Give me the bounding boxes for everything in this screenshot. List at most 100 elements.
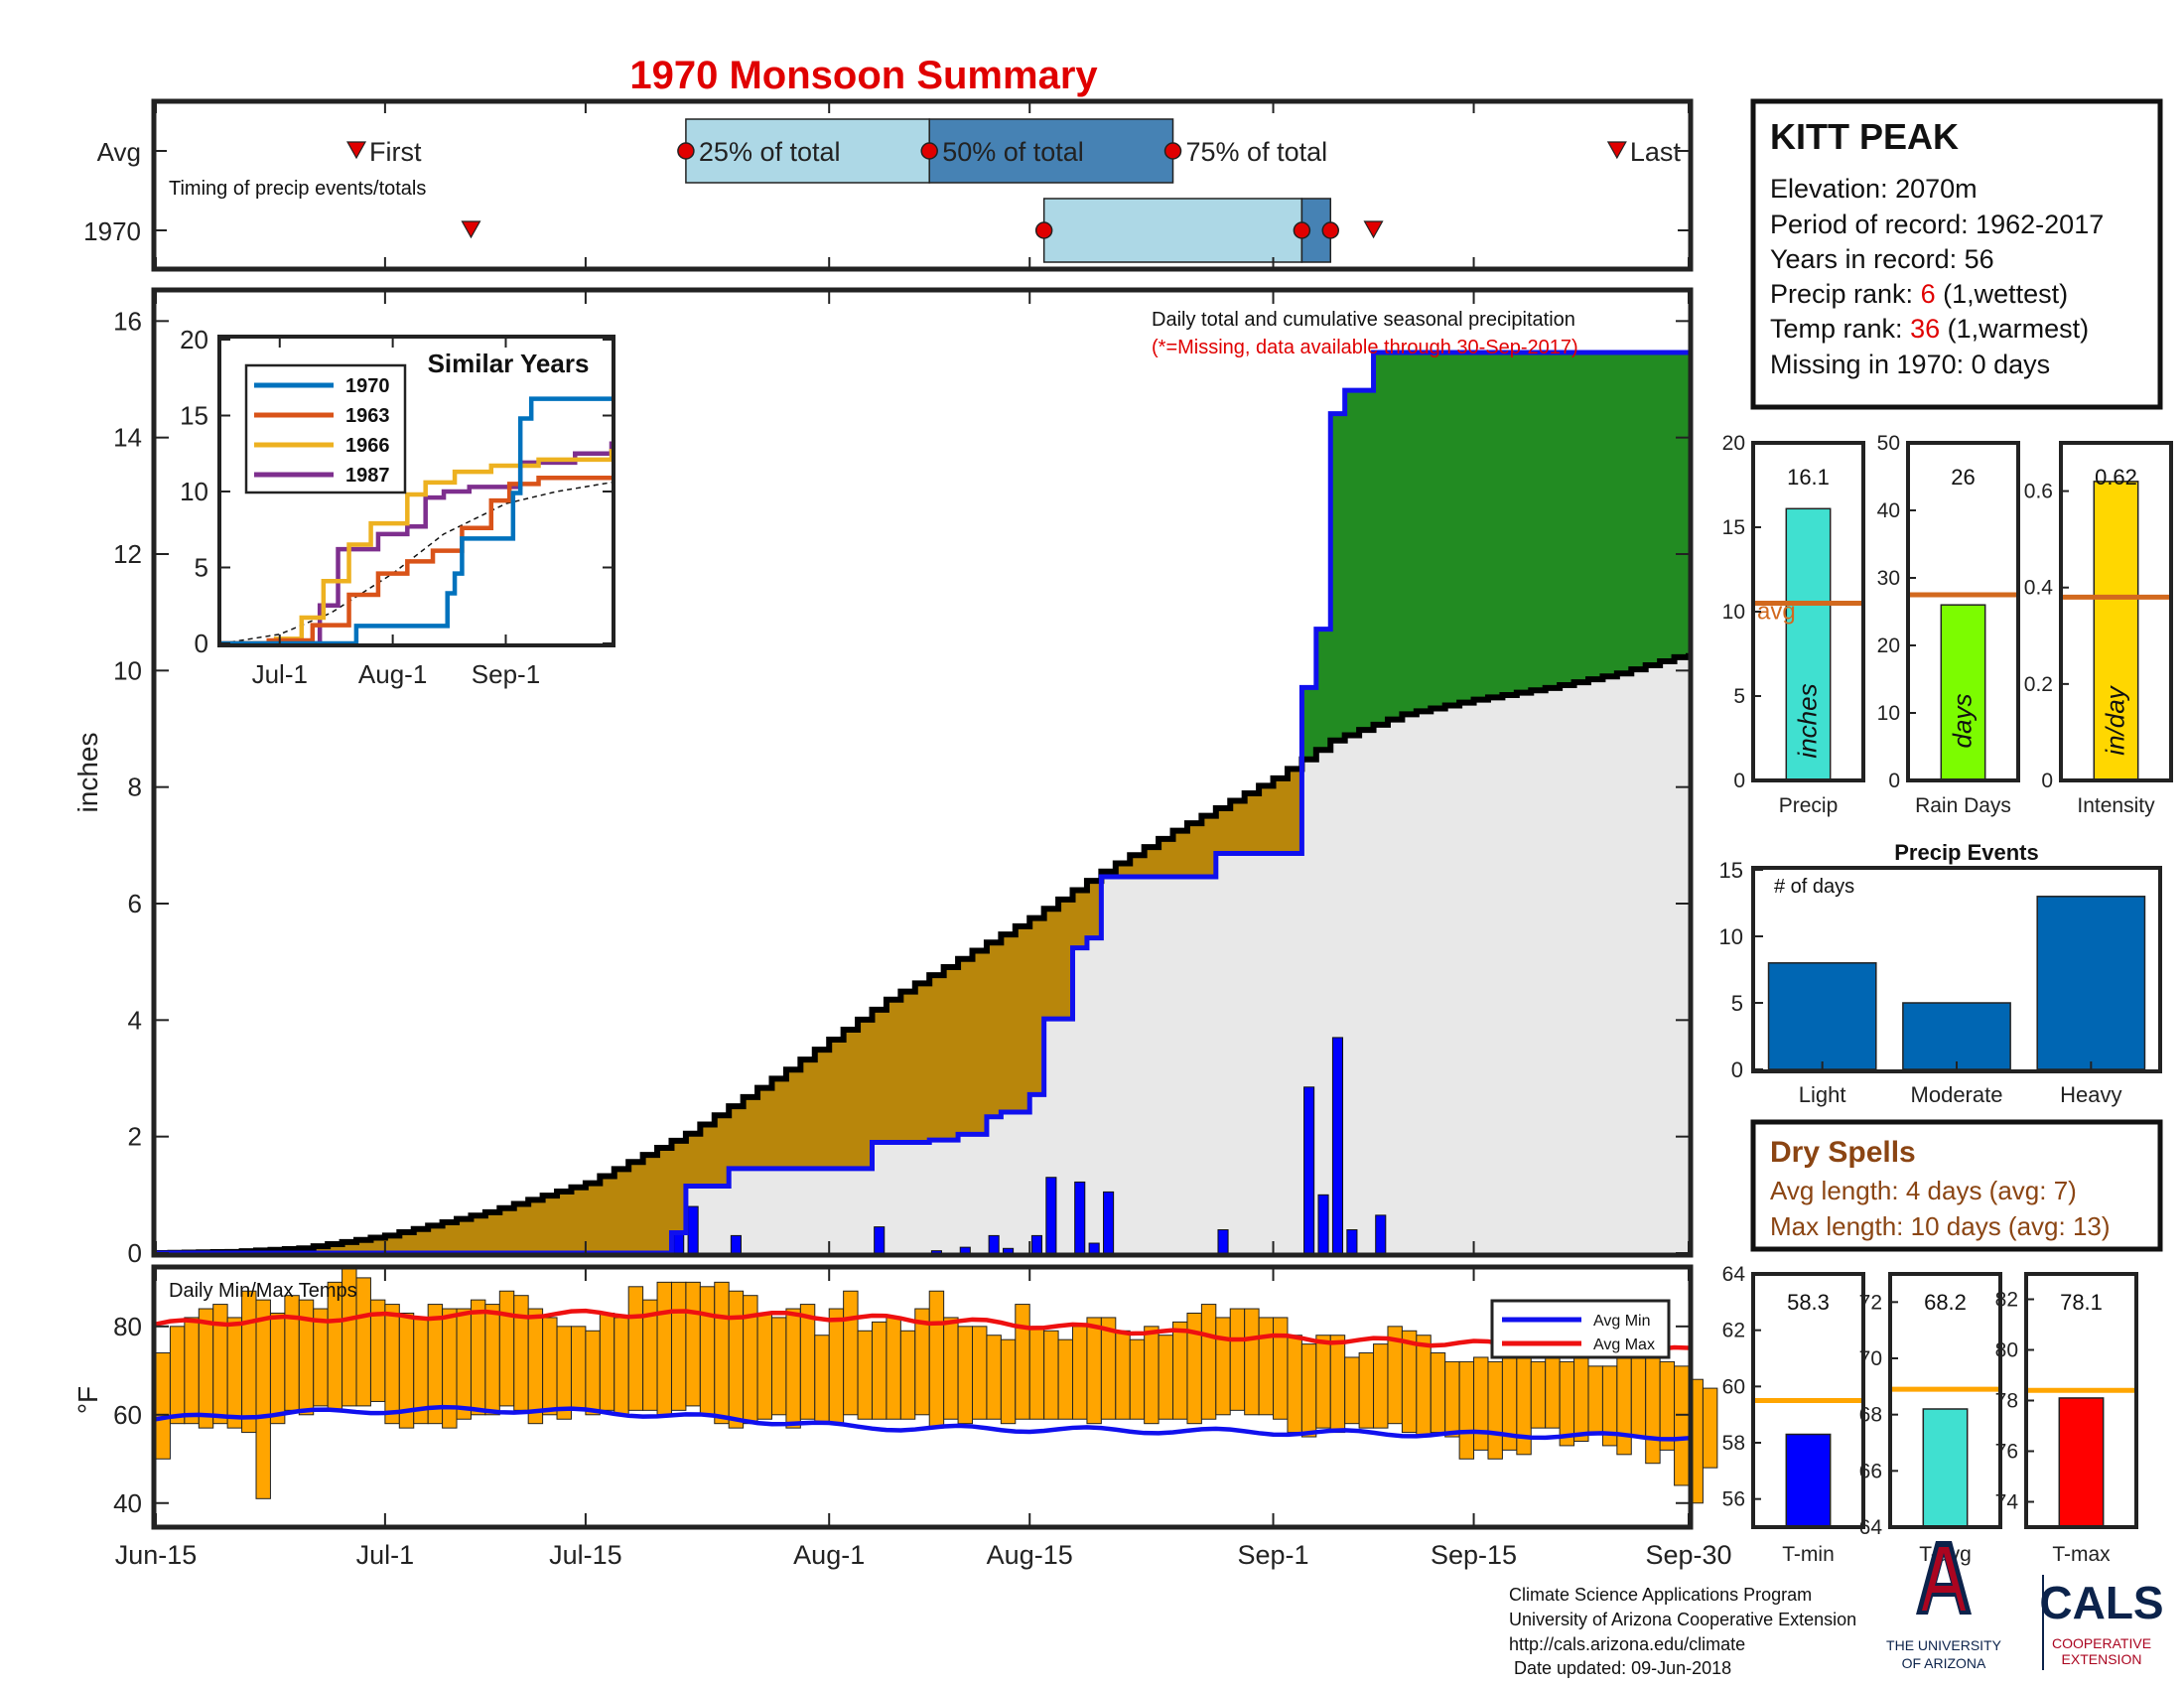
panel-frame — [1888, 1272, 2002, 1529]
main-ytick-label-8: 16 — [113, 306, 142, 336]
date-axis-label-6: Sep-15 — [1431, 1540, 1517, 1570]
inset-ytick-label-3: 15 — [180, 401, 208, 431]
similar-year-line-1970 — [221, 396, 612, 646]
daily-temp-range-bar — [1530, 1360, 1547, 1429]
temp-rank-prefix: Temp rank: — [1770, 314, 1910, 344]
panel-ytick-label: 60 — [1722, 1375, 1745, 1398]
precip-rank-prefix: Precip rank: — [1770, 279, 1921, 309]
main-ytick-label-1: 2 — [128, 1122, 142, 1152]
station-period: Period of record: 1962-2017 — [1770, 210, 2104, 239]
seasonal-temperature-panels: 58.35658606264T-min68.26466687072T-avg78… — [1722, 1263, 2138, 1566]
daily-temp-range-bar — [1587, 1365, 1603, 1434]
panel-ytick-label: 0 — [1888, 770, 1900, 792]
daily-temp-range-bar — [1329, 1335, 1346, 1434]
daily-temp-range-bar — [957, 1326, 974, 1425]
panel-ytick-label: 30 — [1877, 567, 1900, 590]
main-ytick-label-0: 0 — [128, 1238, 142, 1268]
station-elevation: Elevation: 2070m — [1770, 174, 1978, 204]
main-chart-subtitle: Daily total and cumulative seasonal prec… — [1152, 309, 1575, 331]
daily-precip-bar-6 — [988, 1234, 1000, 1254]
daily-temp-range-bar — [1373, 1343, 1389, 1429]
panel-ytick-label: 58 — [1722, 1432, 1745, 1455]
similar-year-line-1966 — [221, 449, 614, 646]
daily-precip-bar-13 — [1217, 1229, 1229, 1254]
similar-years-inset: 0 5 10 15 20 Jul-1 Aug-1 Sep-1 Similar Years 19… — [180, 325, 615, 689]
above-average-fill — [156, 352, 1689, 1254]
avg-quartile-marker-3 — [1163, 142, 1182, 160]
panel-frame — [1751, 1272, 1865, 1529]
year-quartile-marker-3 — [1321, 221, 1340, 239]
main-chart-frame — [151, 287, 1694, 1258]
main-ytick-label-7: 14 — [113, 423, 142, 453]
seasonal-totals-panels: 16.1 inches avg 0 5 10 15 20 Precip 26 days 0 10 20 30… — [1722, 432, 2173, 817]
daily-temp-range-bar — [670, 1281, 687, 1411]
precip-events-category-moderate: Moderate — [1911, 1082, 2003, 1107]
daily-temp-range-bar — [1172, 1321, 1188, 1420]
daily-temp-range-bar — [1115, 1330, 1131, 1420]
panel-category-label: T-max — [2052, 1543, 2111, 1566]
date-axis-label-1: Jul-1 — [356, 1540, 415, 1570]
panel-ytick-label: 72 — [1859, 1291, 1882, 1314]
station-name: KITT PEAK — [1770, 116, 1959, 157]
avg-quartile-marker-2 — [920, 142, 938, 160]
date-axis-label-3: Aug-1 — [793, 1540, 865, 1570]
daily-temp-range-bar — [226, 1317, 243, 1429]
temp-panel-t-avg: 68.26466687072T-avg — [1859, 1272, 2002, 1566]
ua-logo: THE UNIVERSITY OF ARIZONA CALS COOPERATI… — [1886, 1541, 2164, 1671]
panel-value-label: 58.3 — [1787, 1290, 1830, 1315]
daily-temp-range-bar — [484, 1304, 500, 1416]
timing-row-year-label: 1970 — [83, 216, 141, 246]
date-axis-label-5: Sep-1 — [1238, 1540, 1309, 1570]
main-ytick-label-4: 8 — [128, 773, 142, 802]
panel-ytick-label: 74 — [1995, 1491, 2019, 1514]
panel-ytick-label: 0 — [2041, 770, 2053, 792]
daily-temp-range-bar — [556, 1326, 572, 1420]
inset-ytick-label-1: 5 — [195, 553, 208, 583]
daily-precip-bar-10 — [1074, 1181, 1086, 1254]
daily-temp-range-bar — [184, 1317, 200, 1425]
daily-temp-range-bar — [899, 1330, 916, 1420]
daily-precip-bar-5 — [959, 1246, 971, 1254]
temp-panel-t-min: 58.3 56 58 60 62 64 T-min — [1722, 1263, 1865, 1566]
legend-label-1970: 1970 — [345, 375, 390, 397]
avg-max-temp-line — [155, 1308, 1690, 1354]
panel-ytick-label: 68 — [1859, 1404, 1882, 1427]
footer-credits: Climate Science Applications Program Uni… — [1509, 1585, 1856, 1678]
daily-temp-range-bar — [1315, 1335, 1331, 1429]
daily-temp-range-bar — [1215, 1317, 1231, 1416]
daily-precip-bar-3 — [874, 1226, 886, 1254]
station-years: Years in record: 56 — [1770, 244, 1994, 274]
daily-temp-range-bar — [943, 1317, 959, 1420]
panel-category-label: Precip — [1779, 794, 1839, 817]
inset-ytick-label-4: 20 — [180, 325, 208, 354]
panel-value-bar — [2093, 481, 2139, 781]
panel-ytick-label: 15 — [1722, 516, 1745, 539]
figure-title: 1970 Monsoon Summary — [629, 54, 1098, 97]
daily-temp-range-bar — [498, 1290, 515, 1407]
daily-temp-range-bar — [269, 1312, 286, 1425]
footer-program: Climate Science Applications Program — [1509, 1585, 1812, 1605]
cals-coop-line2: EXTENSION — [2062, 1651, 2142, 1667]
daily-temp-range-bar — [1702, 1387, 1718, 1469]
avg-q25-q50-box — [685, 118, 930, 184]
temperature-chart: 40 60 80 Jun-15 Jul-1 Jul-15 Aug-1 Aug-15 Sep-1 S… — [72, 1264, 1732, 1570]
daily-temp-range-bar — [542, 1317, 558, 1416]
daily-temp-range-bar — [614, 1317, 629, 1416]
main-chart-ylabel: inches — [72, 733, 103, 813]
daily-temp-range-bar — [1000, 1338, 1017, 1425]
daily-temp-range-bar — [1273, 1317, 1289, 1420]
daily-temp-range-bar — [1244, 1308, 1260, 1416]
panel-value-label: 0.62 — [2095, 465, 2137, 490]
precip-rank-value: 6 — [1921, 279, 1936, 309]
avg-min-temp-line — [155, 1404, 1690, 1442]
precip-events-bar-light — [1767, 962, 1877, 1070]
panel-ytick-label: 62 — [1722, 1320, 1745, 1342]
panel-value-bar — [1785, 507, 1832, 781]
panel-category-label: Rain Days — [1915, 794, 2011, 817]
precip-events-frame — [1751, 866, 2162, 1073]
dry-spells-frame — [1750, 1119, 2163, 1252]
timing-panel: Avg 1970 Timing of precip events/totals … — [83, 98, 1694, 272]
temp-chart-ylabel: °F — [72, 1386, 103, 1414]
year-first-event-marker — [461, 220, 481, 239]
date-axis-label-4: Aug-15 — [987, 1540, 1073, 1570]
